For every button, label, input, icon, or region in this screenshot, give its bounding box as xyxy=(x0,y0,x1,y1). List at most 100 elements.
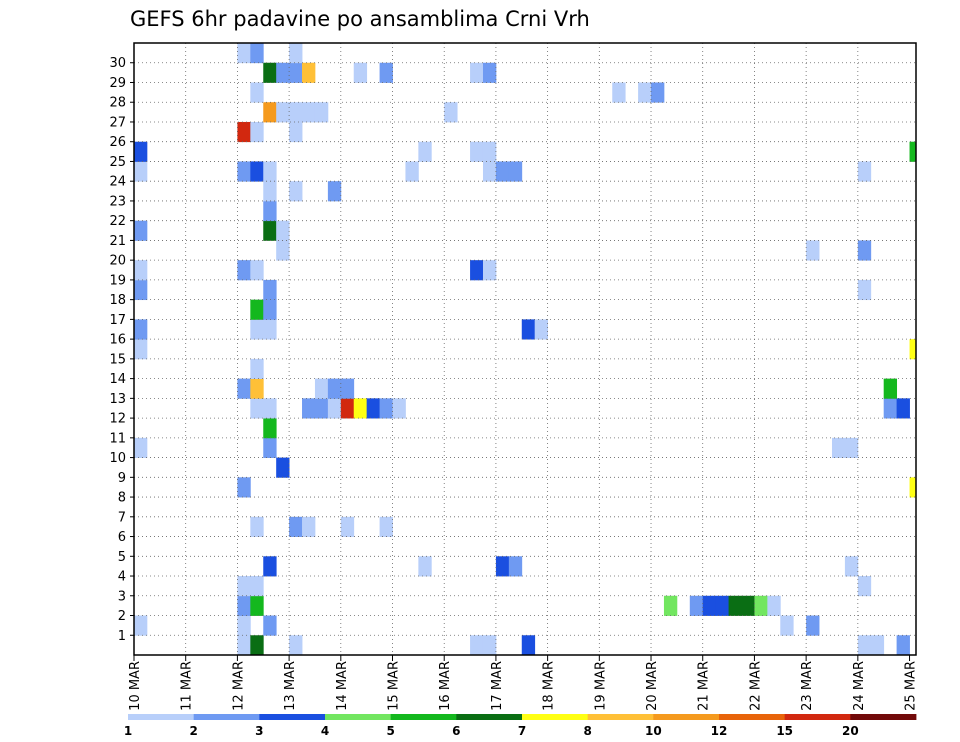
legend-label: 3 xyxy=(255,724,263,738)
y-tick-label: 24 xyxy=(109,175,126,190)
legend-label: 4 xyxy=(321,724,329,738)
heatmap-cell xyxy=(237,161,251,182)
heatmap-cell xyxy=(263,418,277,439)
y-tick-label: 18 xyxy=(109,293,126,308)
x-tick-label: 17 MAR xyxy=(490,661,505,711)
heatmap-cell xyxy=(689,595,704,616)
heatmap-cell xyxy=(250,260,264,281)
x-tick-label: 20 MAR xyxy=(645,661,660,711)
x-tick-label: 18 MAR xyxy=(542,661,557,711)
heatmap-cell xyxy=(250,595,264,616)
legend-label: 8 xyxy=(583,724,591,738)
x-tick-label: 22 MAR xyxy=(748,661,763,711)
heatmap-cell xyxy=(302,62,316,83)
heatmap-cell xyxy=(263,319,277,340)
heatmap-cell xyxy=(883,378,898,399)
heatmap-cell xyxy=(521,635,536,656)
heatmap-cell xyxy=(638,82,652,103)
legend-swatch xyxy=(784,714,851,720)
heatmap-cell xyxy=(263,220,277,241)
y-tick-label: 1 xyxy=(118,629,126,644)
heatmap-cell xyxy=(276,102,290,123)
heatmap-cell xyxy=(896,398,910,419)
y-tick-label: 25 xyxy=(109,155,126,170)
x-tick-label: 13 MAR xyxy=(283,661,298,711)
y-tick-label: 19 xyxy=(109,273,126,288)
heatmap-cell xyxy=(909,477,917,498)
heatmap-cell xyxy=(470,141,484,162)
heatmap-cell xyxy=(327,378,342,399)
x-tick-label: 11 MAR xyxy=(180,661,195,711)
y-tick-label: 9 xyxy=(118,471,126,486)
legend-swatch xyxy=(259,714,326,720)
heatmap-cell xyxy=(470,635,484,656)
heatmap-cell xyxy=(302,398,316,419)
x-tick-label: 14 MAR xyxy=(335,661,350,711)
heatmap-cell xyxy=(134,220,148,241)
legend-swatch xyxy=(719,714,786,720)
heatmap-cell xyxy=(263,181,277,202)
heatmap-cell xyxy=(909,141,917,162)
y-tick-label: 5 xyxy=(118,550,126,565)
heatmap-cell xyxy=(276,62,290,83)
heatmap-cell xyxy=(831,437,846,458)
heatmap-cell xyxy=(263,161,277,182)
heatmap-cell xyxy=(276,457,290,478)
heatmap-cell xyxy=(237,615,251,636)
y-tick-label: 17 xyxy=(109,313,126,328)
y-tick-label: 14 xyxy=(109,372,126,387)
heatmap-cell xyxy=(302,516,316,537)
y-tick-label: 7 xyxy=(118,510,126,525)
heatmap-cell xyxy=(263,62,277,83)
heatmap-cell xyxy=(418,141,432,162)
heatmap-cell xyxy=(702,595,717,616)
y-tick-label: 26 xyxy=(109,135,126,150)
heatmap-cell xyxy=(521,319,536,340)
heatmap-cell xyxy=(482,62,497,83)
legend-label: 7 xyxy=(518,724,526,738)
heatmap-cell xyxy=(289,516,303,537)
heatmap-cell xyxy=(250,358,264,380)
heatmap-cell xyxy=(237,43,251,64)
heatmap-cell xyxy=(250,82,264,103)
heatmap-cell xyxy=(263,398,277,419)
heatmap-cell xyxy=(314,102,329,123)
heatmap-cell xyxy=(806,240,820,261)
x-tick-label: 25 MAR xyxy=(904,661,919,711)
heatmap-cell xyxy=(134,615,148,636)
heatmap-cell xyxy=(134,161,148,182)
heatmap-cell xyxy=(857,279,872,301)
heatmap-cell xyxy=(250,43,264,64)
heatmap-cell xyxy=(844,556,859,577)
legend-swatch xyxy=(456,714,523,720)
heatmap-cell xyxy=(134,260,148,281)
heatmap-cell xyxy=(857,635,872,656)
heatmap-cell xyxy=(392,398,406,419)
y-tick-label: 15 xyxy=(109,352,126,367)
heatmap-cell xyxy=(134,279,148,301)
heatmap-cell xyxy=(857,161,872,182)
heatmap-cell xyxy=(806,615,820,636)
heatmap-cell xyxy=(482,260,497,281)
heatmap-cell xyxy=(250,319,264,340)
y-tick-label: 2 xyxy=(118,609,126,624)
legend-swatch xyxy=(587,714,654,720)
heatmap-cell xyxy=(289,102,303,123)
heatmap-cell xyxy=(909,339,917,360)
heatmap-cell xyxy=(134,339,148,360)
y-tick-label: 23 xyxy=(109,194,126,209)
x-tick-label: 16 MAR xyxy=(438,661,453,711)
y-tick-label: 29 xyxy=(109,76,126,91)
plot-frame xyxy=(133,42,917,656)
x-tick-label: 12 MAR xyxy=(231,661,246,711)
heatmap-cell xyxy=(470,260,484,281)
y-tick-label: 16 xyxy=(109,333,126,348)
legend-swatch xyxy=(193,714,260,720)
x-tick-label: 21 MAR xyxy=(697,661,712,711)
heatmap-cell xyxy=(327,398,342,419)
heatmap-cells xyxy=(134,43,917,656)
heatmap-cell xyxy=(263,102,277,123)
heatmap-cell xyxy=(379,62,393,83)
heatmap-cell xyxy=(495,161,510,182)
heatmap-cell xyxy=(289,62,303,83)
